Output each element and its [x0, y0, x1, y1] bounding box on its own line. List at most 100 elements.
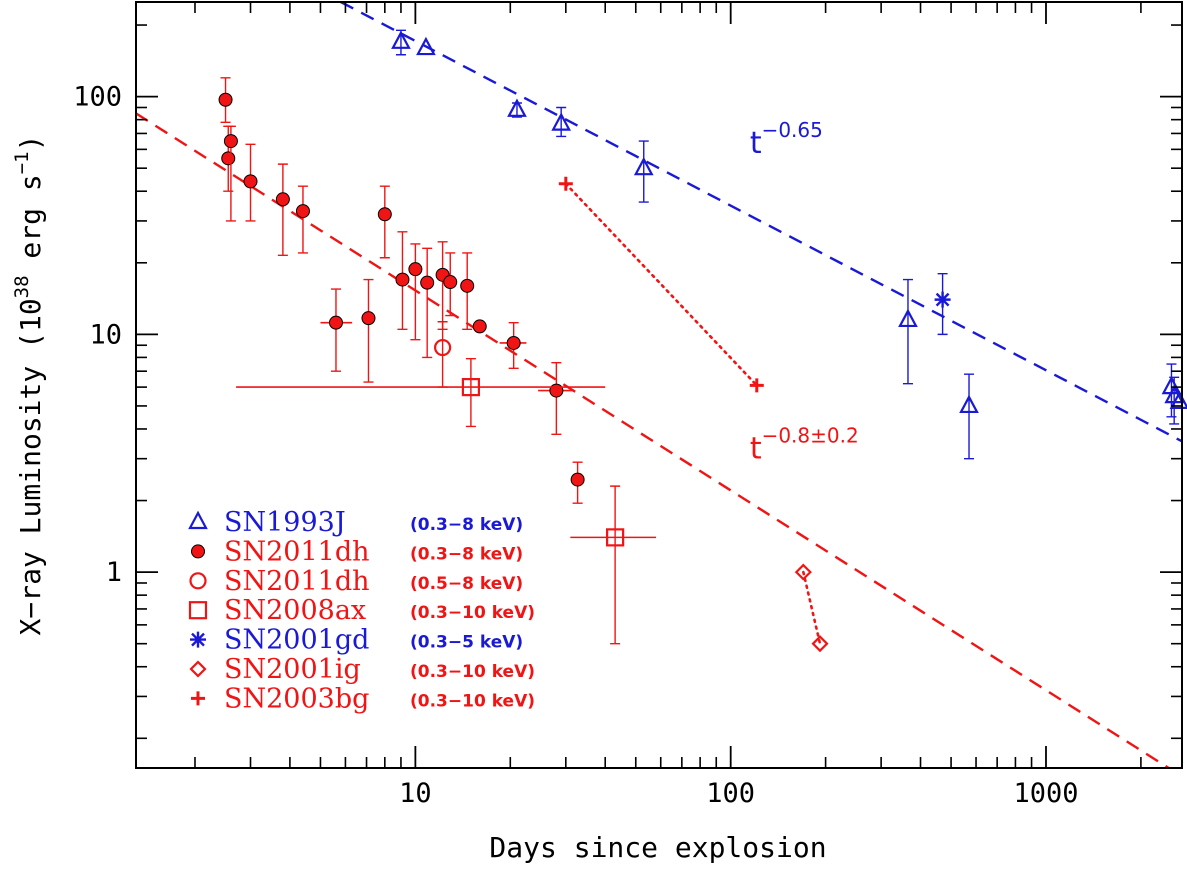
legend-marker	[189, 572, 207, 590]
legend-band: (0.3−10 keV)	[410, 603, 535, 623]
legend-item-6: SN2001ig (0.3−10 keV)	[189, 654, 535, 685]
x-axis-title: Days since explosion	[489, 831, 826, 864]
y-axis-title-exp1: 38	[11, 275, 33, 298]
data-point	[633, 156, 654, 176]
series-sn2011dh-2	[218, 77, 585, 504]
data-point	[361, 311, 376, 326]
legend-band: (0.5−8 keV)	[410, 574, 523, 594]
data-point	[461, 378, 481, 397]
fit-label-base: t	[750, 126, 762, 161]
fit-lines: t−0.65t−0.8±0.2	[135, 0, 1183, 770]
data-point	[934, 291, 951, 308]
series-connector	[564, 182, 759, 387]
error-bar-y	[422, 247, 433, 359]
legend: SN1993J (0.3−8 keV)SN2011dh (0.3−8 keV)SN2…	[188, 507, 535, 714]
data-point	[472, 319, 487, 334]
legend-marker	[191, 544, 205, 559]
data-point	[391, 30, 411, 49]
error-bar-y	[330, 288, 341, 372]
legend-name: SN2011dh	[224, 566, 370, 597]
series-sn1993j-1	[391, 29, 1187, 460]
error-bar-y	[964, 373, 975, 460]
fit-label-base: t	[750, 432, 762, 467]
legend-band: (0.3−5 keV)	[410, 633, 523, 653]
fit-line-2	[135, 112, 1170, 770]
legend-item-3: SN2011dh (0.5−8 keV)	[189, 566, 523, 597]
legend-marker	[190, 631, 206, 648]
series-sn2011dh-3	[434, 321, 452, 388]
series-connector	[802, 570, 822, 645]
data-point	[460, 278, 475, 293]
error-bar-y	[277, 163, 288, 257]
data-point	[1169, 390, 1187, 409]
data-point	[328, 315, 343, 330]
y-axis-title-base: X−ray Luminosity (10	[14, 298, 47, 635]
legend-band: (0.3−10 keV)	[410, 691, 535, 711]
data-point	[295, 204, 310, 219]
data-point	[959, 394, 979, 414]
y-tick-label: 10	[89, 319, 122, 350]
series-sn2008ax-4	[236, 358, 657, 645]
data-point	[749, 378, 764, 393]
data-point	[221, 151, 236, 166]
data-point	[223, 134, 238, 149]
legend-marker	[188, 601, 208, 620]
data-point	[408, 262, 423, 277]
legend-band: (0.3−8 keV)	[410, 544, 523, 564]
data-point	[794, 563, 812, 581]
legend-name: SN2001gd	[224, 625, 369, 656]
legend-item-4: SN2008ax (0.3−10 keV)	[188, 595, 535, 626]
legend-name: SN2011dh	[224, 536, 370, 567]
series-sn2001gd-5	[934, 272, 951, 336]
data-point	[434, 338, 452, 357]
error-bar-y	[551, 361, 562, 435]
legend-marker	[189, 660, 207, 678]
data-point	[275, 192, 290, 207]
data-point	[416, 36, 436, 56]
x-tick-label: 10	[399, 778, 432, 809]
legend-marker	[191, 691, 205, 706]
fit-label-2: t−0.8±0.2	[750, 424, 859, 467]
error-bar-y	[902, 278, 913, 385]
y-axis-title: X−ray Luminosity (1038 erg s−1)	[11, 135, 47, 636]
data-points	[218, 29, 1187, 653]
legend-marker	[188, 510, 208, 530]
plot-frame	[135, 1, 1183, 769]
y-tick-label: 100	[73, 82, 122, 113]
fit-label-exponent: −0.65	[762, 118, 823, 142]
x-tick-label: 1000	[1013, 778, 1078, 809]
fit-label-1: t−0.65	[750, 118, 823, 161]
error-bar-y	[363, 278, 374, 383]
data-point	[898, 308, 918, 328]
legend-item-2: SN2011dh (0.3−8 keV)	[191, 536, 523, 567]
y-tick-label: 1	[106, 557, 122, 588]
legend-name: SN2001ig	[224, 654, 361, 685]
legend-name: SN2003bg	[224, 683, 369, 714]
data-point	[570, 472, 585, 487]
data-point	[443, 275, 458, 290]
error-bar-y	[465, 358, 476, 428]
data-point	[507, 98, 527, 117]
series-sn2003bg-7	[558, 176, 764, 393]
error-bar-y	[297, 185, 308, 254]
y-axis-title-mid: erg s	[14, 174, 47, 275]
data-point	[395, 272, 410, 287]
legend-band: (0.3−10 keV)	[410, 662, 535, 682]
fit-label-exponent: −0.8±0.2	[762, 424, 859, 448]
y-axis-title-end: )	[14, 135, 47, 152]
legend-item-1: SN1993J (0.3−8 keV)	[188, 507, 523, 538]
data-point	[558, 176, 573, 191]
y-axis-title-exp2: −1	[11, 151, 33, 174]
axes: 10 100 1000 1 10 100	[73, 1, 1183, 809]
x-tick-label: 100	[706, 778, 755, 809]
legend-name: SN2008ax	[224, 595, 366, 626]
data-point	[506, 335, 521, 350]
fit-line-1	[340, 0, 1183, 443]
series-sn2001ig-6	[794, 563, 829, 653]
legend-item-5: SN2001gd (0.3−5 keV)	[190, 625, 523, 656]
legend-item-7: SN2003bg (0.3−10 keV)	[191, 683, 535, 714]
data-point	[811, 635, 829, 653]
error-bar-y	[379, 185, 390, 259]
